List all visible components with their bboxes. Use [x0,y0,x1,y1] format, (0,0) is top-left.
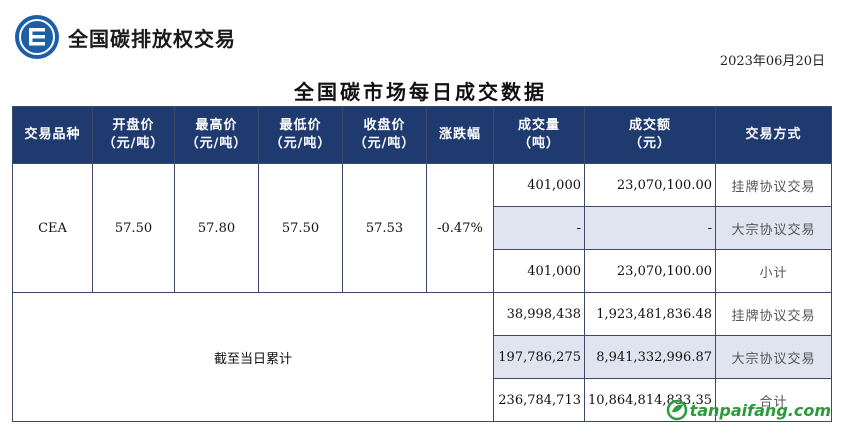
method-cell: 大宗协议交易 [715,206,832,250]
header-low: 最低价 （元/吨） [258,106,343,164]
low-price-cell: 57.50 [258,163,343,293]
header-high: 最高价 （元/吨） [174,106,259,164]
report-date: 2023年06月20日 [719,54,825,69]
open-price-cell: 57.50 [92,163,175,293]
method-cell: 大宗协议交易 [715,335,832,379]
product-cell: CEA [12,163,93,293]
volume-cell: 401,000 [493,249,585,293]
amount-cell: - [584,206,716,250]
amount-cell: 10,864,814,833.35 [584,378,716,422]
brand-header: 全国碳排放权交易 [14,12,236,62]
header-method: 交易方式 [715,106,832,164]
table-row: 236,784,713 10,864,814,833.35 合计 [13,378,832,422]
amount-cell: 23,070,100.00 [584,163,716,207]
table-row: CEA 57.50 57.80 57.50 57.53 -0.47% 401,0… [12,163,832,293]
amount-cell: 23,070,100.00 [584,249,716,293]
header-close: 收盘价 （元/吨） [342,106,427,164]
watermark-text: tanpaifang.com [689,400,831,420]
amount-cell: 1,923,481,836.48 [584,292,716,336]
leaf-globe-icon [666,399,687,421]
method-cell: 合计 [715,378,832,422]
market-data-table: 交易品种 开盘价 （元/吨） 最高价 （元/吨） 最低价 （元/吨） 收盘价 （元/吨）… [12,106,832,422]
header-product: 交易品种 [12,106,93,164]
high-price-cell: 57.80 [174,163,259,293]
header-amount: 成交额 （元） [584,106,716,164]
amount-cell: 8,941,332,996.87 [584,335,716,379]
volume-cell: - [493,206,585,250]
page-title: 全国碳市场每日成交数据 [294,80,547,104]
header-volume: 成交量 （吨） [493,106,585,164]
table-header-row: 交易品种 开盘价 （元/吨） 最高价 （元/吨） 最低价 （元/吨） 收盘价 （元/吨）… [12,106,832,164]
volume-cell: 38,998,438 [493,292,585,336]
table-row: 截至当日累计 38,998,438 1,923,481,836.48 挂牌协议交… [12,292,832,422]
close-price-cell: 57.53 [342,163,427,293]
table-row: - - 大宗协议交易 [13,206,832,250]
table-row: 401,000 23,070,100.00 小计 [13,249,832,293]
table-row: 197,786,275 8,941,332,996.87 大宗协议交易 [13,335,832,379]
exchange-logo-icon [15,15,59,59]
volume-cell: 236,784,713 [493,378,585,422]
header-open: 开盘价 （元/吨） [92,106,175,164]
header-change: 涨跌幅 [426,106,494,164]
method-cell: 挂牌协议交易 [715,163,832,207]
site-watermark: tanpaifang.com [666,398,831,422]
cumulative-label: 截至当日累计 [12,292,494,422]
method-cell: 小计 [715,249,832,293]
volume-cell: 401,000 [493,163,585,207]
brand-name: 全国碳排放权交易 [68,26,236,51]
method-cell: 挂牌协议交易 [715,292,832,336]
change-cell: -0.47% [426,163,494,293]
volume-cell: 197,786,275 [493,335,585,379]
